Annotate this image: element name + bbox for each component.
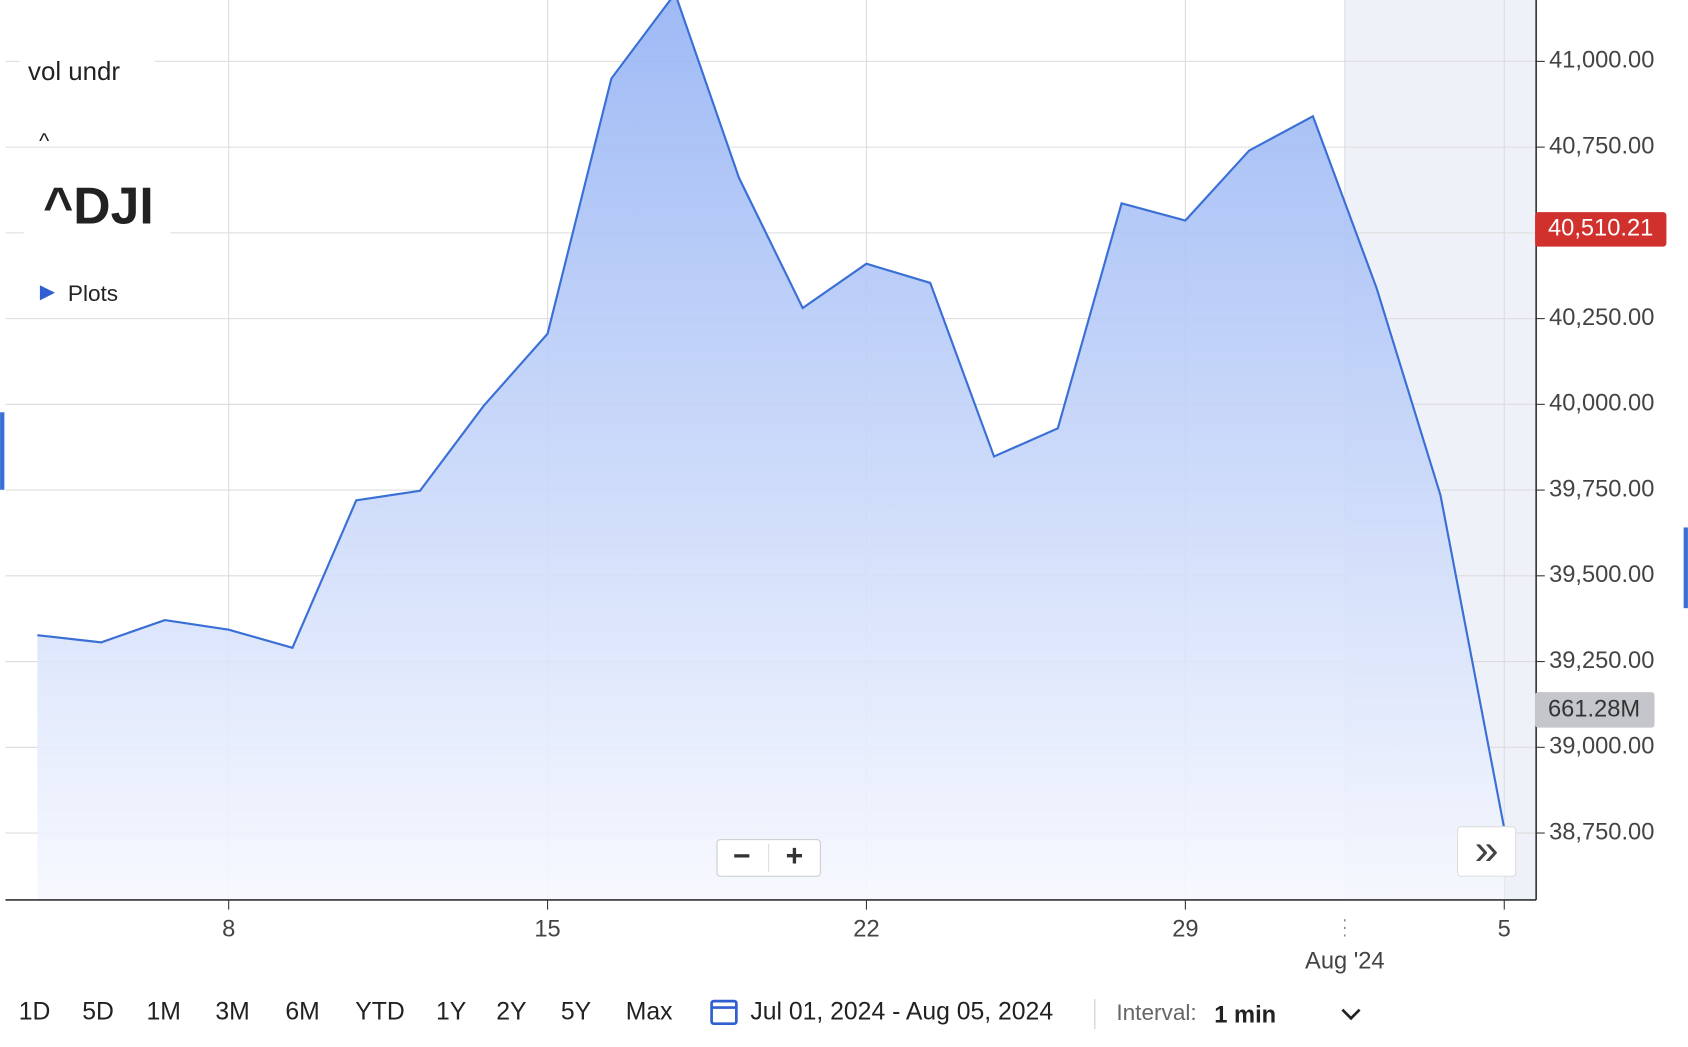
zoom-in[interactable]: +: [786, 840, 804, 873]
volume-badge: [1535, 692, 1655, 728]
y-tick-label: 39,000.00: [1549, 734, 1654, 760]
study-label: vol undr: [28, 58, 120, 86]
range-button[interactable]: 1D: [19, 998, 51, 1025]
y-tick-label: 41,000.00: [1549, 48, 1654, 74]
y-tick-label: 39,250.00: [1549, 648, 1654, 674]
last-price-label: 40,510.21: [1548, 216, 1653, 242]
month-label: Aug '24: [1305, 949, 1385, 975]
scroll-end[interactable]: »: [1475, 826, 1499, 874]
range-button[interactable]: Max: [626, 998, 673, 1025]
date-range[interactable]: Jul 01, 2024 - Aug 05, 2024: [750, 998, 1053, 1025]
range-button[interactable]: YTD: [355, 998, 405, 1025]
collapse-button[interactable]: ^: [39, 129, 49, 153]
interval-chevron[interactable]: [1341, 1008, 1361, 1021]
price-line: [37, 0, 1506, 829]
calendar-icon[interactable]: [710, 999, 738, 1026]
scroll-box: [1457, 826, 1517, 877]
plots-toggle[interactable]: Plots: [68, 281, 118, 306]
x-tick-label: 5: [1498, 916, 1511, 942]
plots-box: [23, 269, 227, 317]
area-fill: [37, 0, 1505, 900]
study-box: [19, 51, 156, 95]
y-tick-label: 40,000.00: [1549, 391, 1654, 417]
range-button[interactable]: 3M: [215, 998, 249, 1025]
range-button[interactable]: 1Y: [436, 998, 466, 1025]
y-tick-label: 38,750.00: [1549, 819, 1654, 845]
symbol: ^DJI: [43, 177, 154, 235]
x-tick-label: 29: [1172, 916, 1198, 942]
x-tick-label: 15: [534, 916, 560, 942]
right-handle[interactable]: [1683, 527, 1688, 609]
last-price-badge: [1535, 212, 1667, 247]
symbol-box: [23, 177, 171, 237]
zoom-out[interactable]: −: [733, 840, 751, 873]
interval-label: Interval:: [1116, 1000, 1196, 1025]
volume-label: 661.28M: [1548, 697, 1640, 723]
range-button[interactable]: 6M: [285, 998, 319, 1025]
y-tick-label: 40,750.00: [1549, 133, 1654, 159]
left-handle[interactable]: [0, 412, 5, 490]
range-button[interactable]: 2Y: [496, 998, 526, 1025]
y-tick-label: 39,750.00: [1549, 476, 1654, 502]
range-button[interactable]: 1M: [146, 998, 180, 1025]
x-tick-label: 22: [853, 916, 879, 942]
x-tick-label: 8: [222, 916, 235, 942]
y-tick-label: 39,500.00: [1549, 562, 1654, 588]
y-tick-label: 40,250.00: [1549, 305, 1654, 331]
plots-arrow[interactable]: [39, 285, 55, 301]
interval-value[interactable]: 1 min: [1214, 1002, 1276, 1028]
range-button[interactable]: 5D: [82, 998, 114, 1025]
range-button[interactable]: 5Y: [561, 998, 591, 1025]
